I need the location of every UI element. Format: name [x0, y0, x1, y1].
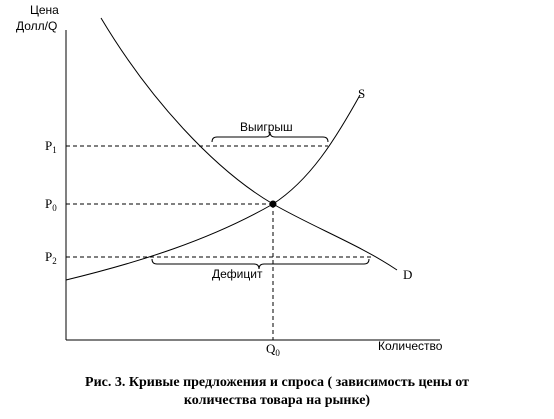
supply-curve — [65, 94, 361, 281]
caption-line-2: количества товара на рынке) — [183, 393, 371, 408]
p2-tick-label: P2 — [45, 249, 57, 266]
figure-caption: Рис. 3. Кривые предложения и спроса ( за… — [0, 374, 554, 410]
p0-tick-label: P0 — [45, 196, 57, 213]
deficit-bracket — [151, 258, 370, 270]
y-axis-label-line2: Долл/Q — [16, 19, 57, 33]
demand-curve — [100, 17, 398, 271]
surplus-bracket — [211, 131, 329, 143]
supply-curve-label: S — [358, 86, 365, 101]
y-axis-label-line1: Цена — [30, 3, 59, 17]
q0-tick-label: Q0 — [266, 341, 280, 358]
p1-tick-label: P1 — [45, 138, 57, 155]
x-axis-label: Количество — [378, 339, 443, 353]
deficit-label: Дефицит — [212, 267, 263, 281]
caption-line-1: Рис. 3. Кривые предложения и спроса ( за… — [85, 375, 469, 390]
demand-curve-label: D — [403, 267, 412, 282]
surplus-label: Выигрыш — [240, 120, 293, 134]
